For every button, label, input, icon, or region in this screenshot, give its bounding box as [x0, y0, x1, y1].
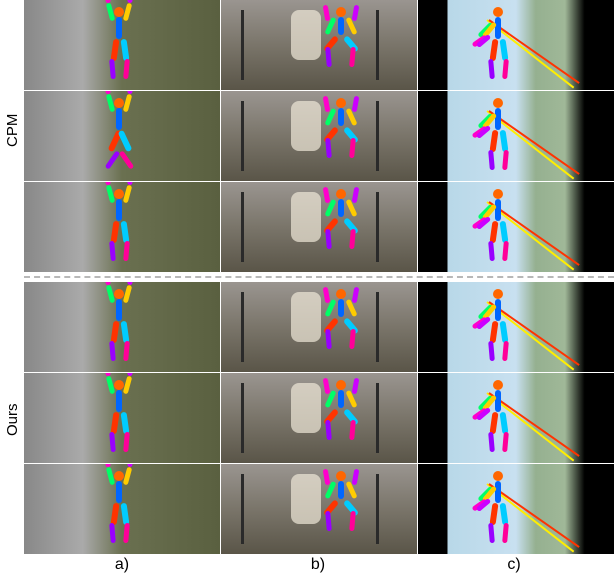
- result-cell: [418, 91, 614, 181]
- pose-skeleton: [316, 96, 366, 176]
- pose-skeleton: [473, 96, 523, 176]
- pose-skeleton: [94, 469, 144, 549]
- column-label-b: b): [220, 556, 416, 574]
- frame-row: [24, 91, 614, 181]
- result-cell: [418, 0, 614, 90]
- method-section-cpm: [24, 0, 614, 272]
- result-cell: [418, 464, 614, 554]
- column-label-a: a): [24, 556, 220, 574]
- comparison-figure: CPM Ours: [24, 0, 614, 588]
- pose-skeleton: [94, 287, 144, 367]
- frame-row: [24, 0, 614, 90]
- result-cell: [221, 0, 417, 90]
- result-cell: [24, 373, 220, 463]
- result-cell: [24, 282, 220, 372]
- pose-skeleton: [473, 378, 523, 458]
- result-cell: [24, 0, 220, 90]
- method-section-ours: [24, 282, 614, 554]
- result-cell: [221, 182, 417, 272]
- result-cell: [418, 373, 614, 463]
- result-cell: [221, 282, 417, 372]
- result-cell: [24, 91, 220, 181]
- method-label-cpm: CPM: [4, 80, 21, 180]
- section-divider: [24, 276, 614, 278]
- result-cell: [221, 373, 417, 463]
- pose-skeleton: [316, 469, 366, 549]
- result-cell: [418, 282, 614, 372]
- pose-skeleton: [316, 287, 366, 367]
- frame-row: [24, 182, 614, 272]
- result-cell: [221, 464, 417, 554]
- pose-skeleton: [94, 187, 144, 267]
- pose-skeleton: [316, 378, 366, 458]
- frame-row: [24, 464, 614, 554]
- method-label-ours: Ours: [4, 370, 21, 470]
- frame-row: [24, 373, 614, 463]
- pose-skeleton: [316, 5, 366, 85]
- result-cell: [221, 91, 417, 181]
- pose-skeleton: [473, 287, 523, 367]
- result-cell: [418, 182, 614, 272]
- result-cell: [24, 182, 220, 272]
- column-labels: a) b) c): [24, 556, 614, 574]
- pose-skeleton: [473, 187, 523, 267]
- result-cell: [24, 464, 220, 554]
- pose-skeleton: [316, 187, 366, 267]
- pose-skeleton: [94, 5, 144, 85]
- pose-skeleton: [473, 469, 523, 549]
- column-label-c: c): [416, 556, 612, 574]
- pose-skeleton: [94, 96, 144, 176]
- pose-skeleton: [94, 378, 144, 458]
- pose-skeleton: [473, 5, 523, 85]
- frame-row: [24, 282, 614, 372]
